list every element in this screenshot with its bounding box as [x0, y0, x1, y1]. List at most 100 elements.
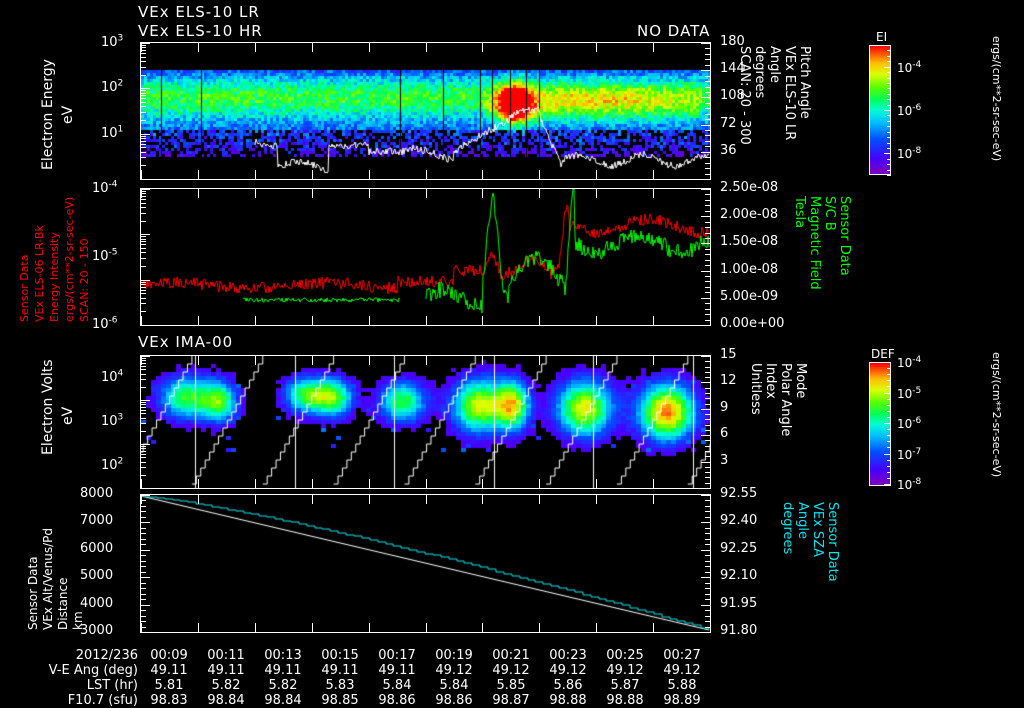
panel1-left-tick-3: 103: [101, 34, 124, 51]
axis-tick: [705, 211, 710, 212]
panel2-left-tick--5: 10-5: [92, 248, 118, 265]
axis-tick: [701, 550, 710, 551]
axis-tick: [141, 221, 146, 222]
axis-tick: [198, 623, 199, 632]
axis-tick: [141, 193, 146, 194]
colorbar-ei-minor-tick: [887, 132, 891, 133]
panel2-left-label-0: Sensor Data: [18, 254, 31, 322]
axis-tick: [705, 594, 710, 595]
panel3-title: VEx IMA-00: [138, 333, 234, 351]
panel2-left-label-4: SCAN: 20 - 150: [78, 238, 91, 322]
axis-tick: [539, 479, 540, 488]
panel4-left-tick-7000: 7000: [80, 513, 114, 528]
panel2-right-label-1: S/C B: [822, 196, 837, 231]
axis-tick: [141, 287, 146, 288]
axis-tick: [596, 170, 597, 179]
axis-tick: [705, 483, 710, 484]
axis-tick: [141, 356, 150, 357]
colorbar-def-minor-tick: [887, 411, 891, 412]
axis-tick: [705, 414, 710, 415]
time-table-cell-0-5: 00:19: [435, 648, 473, 663]
axis-tick: [141, 413, 146, 414]
colorbar-def-tick--4: 10-4: [897, 355, 922, 370]
time-table-cell-1-2: 49.11: [264, 663, 302, 678]
panel2-left-tick--6: 10-6: [92, 316, 118, 333]
axis-tick: [141, 404, 146, 405]
axis-tick: [705, 616, 710, 617]
axis-tick: [705, 451, 710, 452]
axis-tick: [705, 174, 710, 175]
axis-tick: [701, 189, 710, 190]
axis-tick: [705, 621, 710, 622]
axis-tick: [705, 135, 710, 136]
axis-tick: [705, 367, 710, 368]
axis-tick: [141, 616, 146, 617]
axis-tick: [141, 290, 146, 291]
axis-tick: [705, 456, 710, 457]
axis-tick: [710, 170, 711, 179]
axis-tick: [141, 244, 146, 245]
time-table-cell-2-1: 5.82: [211, 678, 241, 693]
colorbar-def-minor-tick: [887, 472, 891, 473]
panel2-right-tick-1: 2.00e-08: [720, 207, 779, 222]
axis-tick: [312, 316, 313, 325]
time-table-cell-0-3: 00:15: [321, 648, 359, 663]
axis-tick: [141, 418, 146, 419]
axis-tick: [705, 146, 710, 147]
panel1-right-label-1: VEx ELS-10 LR: [782, 46, 797, 141]
axis-tick: [705, 627, 710, 628]
axis-tick: [141, 213, 146, 214]
axis-tick: [141, 462, 146, 463]
axis-tick: [705, 222, 710, 223]
axis-tick: [141, 561, 146, 562]
panel1-right-tick-108: 108: [720, 88, 745, 103]
axis-tick: [705, 281, 710, 282]
panel4-right-tick-92.10: 92.10: [720, 568, 758, 583]
axis-tick: [705, 610, 710, 611]
axis-tick: [539, 316, 540, 325]
panel4-right-label-2: Angle: [795, 502, 810, 539]
time-table-cell-3-7: 98.88: [549, 693, 587, 708]
panel2-right-label-0: Sensor Data: [837, 196, 852, 276]
axis-tick: [141, 207, 146, 208]
colorbar-ei-name: EI: [876, 30, 888, 44]
colorbar-def-minor-tick: [887, 429, 891, 430]
axis-tick: [701, 577, 710, 578]
axis-tick: [705, 533, 710, 534]
colorbar-ei-minor-tick: [887, 50, 891, 51]
axis-tick: [141, 544, 146, 545]
axis-tick: [705, 528, 710, 529]
axis-tick: [705, 233, 710, 234]
axis-tick: [369, 479, 370, 488]
panel3-right-tick-12: 12: [720, 373, 737, 388]
time-table-cell-0-2: 00:13: [264, 648, 302, 663]
axis-tick: [705, 65, 710, 66]
panel2-plot-area: [140, 188, 711, 326]
axis-tick: [701, 462, 710, 463]
colorbar-ei-minor-tick: [887, 137, 891, 138]
axis-tick: [141, 627, 146, 628]
panel1-right-label-0: Pitch Angle: [797, 46, 812, 119]
axis-tick: [141, 203, 146, 204]
axis-tick: [141, 282, 146, 283]
panel1-title-hr: VEx ELS-10 HR: [138, 22, 263, 40]
colorbar-ei-minor-tick: [887, 61, 891, 62]
colorbar-def-minor-tick: [887, 423, 891, 424]
axis-tick: [705, 561, 710, 562]
axis-tick: [705, 227, 710, 228]
colorbar-ei-minor-tick: [887, 83, 891, 84]
axis-tick: [705, 205, 710, 206]
axis-tick: [705, 254, 710, 255]
axis-tick: [705, 320, 710, 321]
panel3-left-tick-2: 102: [101, 457, 124, 474]
axis-tick: [705, 309, 710, 310]
axis-tick: [710, 479, 711, 488]
axis-tick: [705, 511, 710, 512]
axis-tick: [705, 314, 710, 315]
time-table-cell-0-7: 00:23: [549, 648, 587, 663]
axis-tick: [705, 108, 710, 109]
colorbar-def-minor-tick: [887, 386, 891, 387]
axis-tick: [705, 377, 710, 378]
axis-tick: [141, 632, 150, 633]
colorbar-def-minor-tick: [887, 454, 891, 455]
